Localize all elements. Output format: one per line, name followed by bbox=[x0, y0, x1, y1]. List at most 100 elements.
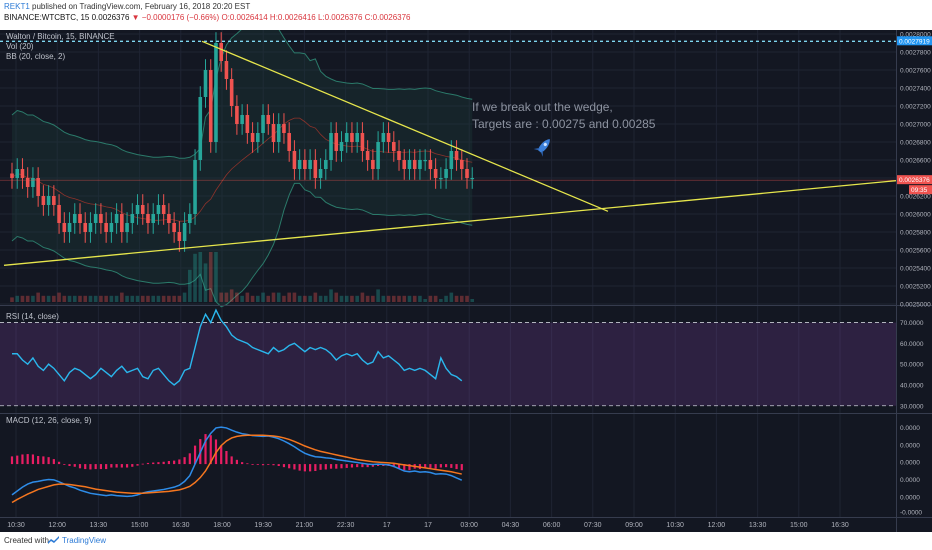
axes: 10:30 12:00 13:30 15:00 16:30 18:00 19:30 21:00… bbox=[0, 30, 932, 532]
macd-histogram-bar bbox=[31, 454, 35, 465]
candle-body bbox=[229, 79, 234, 106]
macd-histogram-bar bbox=[277, 464, 280, 466]
rsi-title: RSI (14, close) bbox=[6, 312, 59, 321]
candle-body bbox=[31, 178, 35, 187]
volume-bar bbox=[120, 292, 124, 302]
chart-area[interactable]: 10:30 12:00 13:30 15:00 16:30 18:00 19:30 21:00… bbox=[0, 22, 932, 532]
volume-bar bbox=[167, 295, 171, 302]
volume-bar bbox=[198, 252, 203, 302]
candle-body bbox=[193, 160, 197, 214]
macd-tick-label: 0.0000 bbox=[900, 442, 920, 449]
volume-bar bbox=[355, 295, 359, 302]
volume-bar bbox=[203, 263, 208, 302]
candle-body bbox=[256, 133, 260, 142]
macd-histogram-bar bbox=[21, 454, 24, 465]
volume-bar bbox=[109, 295, 114, 302]
countdown-badge bbox=[909, 185, 932, 195]
rsi-tick-label: 40.0000 bbox=[900, 382, 924, 389]
macd-histogram-bar bbox=[42, 456, 45, 465]
volume-bar bbox=[156, 295, 161, 302]
macd-histogram-bar bbox=[282, 464, 286, 468]
candle-body bbox=[88, 223, 93, 232]
macd-tick-label: 0.0000 bbox=[900, 460, 920, 467]
macd-histogram-bar bbox=[246, 463, 249, 465]
volume-bar bbox=[219, 292, 223, 302]
macd-histogram-bar bbox=[408, 464, 411, 471]
annotation-line-2: Targets are : 0.00275 and 0.00285 bbox=[472, 117, 656, 131]
volume-bar bbox=[266, 295, 271, 302]
macd-tick-label: 0.0000 bbox=[900, 425, 920, 432]
candle-body bbox=[125, 223, 129, 232]
volume-bar bbox=[31, 295, 35, 302]
time-tick-label: 19:30 bbox=[254, 522, 272, 529]
price-tick-label: 0.0025200 bbox=[900, 284, 931, 291]
volume-bar bbox=[303, 295, 307, 302]
volume-bar bbox=[146, 295, 150, 302]
macd-histogram-bar bbox=[68, 464, 71, 466]
candle-body bbox=[20, 169, 25, 178]
volume-bar bbox=[256, 295, 260, 302]
candle-body bbox=[67, 223, 72, 232]
time-tick-label: 12:00 bbox=[708, 522, 726, 529]
ohlc-values: O:0.0026414 H:0.0026416 L:0.0026376 C:0.… bbox=[221, 13, 411, 22]
candle-body bbox=[423, 160, 427, 162]
price-pane[interactable] bbox=[0, 22, 897, 308]
macd-tick-label: 0.0000 bbox=[900, 494, 920, 501]
volume-bar bbox=[161, 295, 166, 302]
rsi-pane[interactable] bbox=[0, 308, 896, 407]
volume-bar bbox=[114, 295, 119, 302]
candle-body bbox=[245, 115, 250, 133]
candle-body bbox=[439, 178, 443, 180]
candle-body bbox=[52, 196, 56, 205]
candle-body bbox=[276, 124, 281, 142]
macd-histogram-bar bbox=[162, 461, 165, 465]
macd-histogram-bar bbox=[78, 464, 82, 469]
candle-body bbox=[151, 214, 156, 223]
macd-histogram-bar bbox=[141, 463, 144, 465]
volume-bar bbox=[444, 295, 448, 302]
macd-pane[interactable] bbox=[10, 426, 463, 504]
volume-bar bbox=[214, 252, 218, 302]
macd-histogram-bar bbox=[403, 464, 406, 471]
volume-bar bbox=[99, 295, 103, 302]
macd-histogram-bar bbox=[89, 464, 92, 470]
candle-body bbox=[172, 223, 176, 232]
candle-body bbox=[135, 205, 140, 214]
volume-bar bbox=[292, 292, 297, 302]
price-tick-label: 0.0025400 bbox=[900, 266, 931, 273]
price-tick-label: 0.0027600 bbox=[900, 68, 931, 75]
price-tick-label: 0.0025800 bbox=[900, 230, 931, 237]
macd-histogram-bar bbox=[251, 464, 254, 465]
main-title: Walton / Bitcoin, 15, BINANCE bbox=[6, 32, 115, 41]
rsi-line bbox=[12, 308, 463, 386]
macd-histogram-bar bbox=[267, 464, 270, 465]
time-tick-label: 13:30 bbox=[749, 522, 767, 529]
candle-body bbox=[334, 133, 339, 151]
candle-body bbox=[470, 178, 475, 180]
candle-body bbox=[271, 124, 276, 142]
volume-bar bbox=[381, 295, 386, 302]
candle-body bbox=[25, 178, 30, 187]
candle-body bbox=[465, 169, 469, 178]
candle-body bbox=[109, 223, 114, 232]
candle-body bbox=[381, 133, 386, 142]
volume-bar bbox=[151, 295, 156, 302]
volume-bar bbox=[46, 295, 51, 302]
volume-bar bbox=[365, 295, 370, 302]
author-link[interactable]: REKT1 bbox=[4, 2, 30, 11]
candle-body bbox=[10, 173, 14, 178]
volume-bar bbox=[25, 295, 30, 302]
candle-body bbox=[57, 205, 61, 223]
chart-svg[interactable]: 10:30 12:00 13:30 15:00 16:30 18:00 19:30 21:00… bbox=[0, 22, 932, 532]
volume-bar bbox=[177, 295, 182, 302]
time-tick-label: 04:30 bbox=[502, 522, 520, 529]
volume-bar bbox=[313, 292, 318, 302]
volume-bar bbox=[428, 295, 433, 302]
macd-histogram-bar bbox=[298, 464, 301, 471]
candle-body bbox=[208, 70, 213, 142]
candle-body bbox=[235, 106, 239, 124]
macd-histogram-bar bbox=[52, 459, 55, 465]
symbol-info: BINANCE:WTCBTC, 15 0.0026376 ▼ −0.000017… bbox=[4, 13, 411, 22]
tradingview-link[interactable]: TradingView bbox=[62, 536, 107, 545]
volume-bar bbox=[52, 295, 56, 302]
